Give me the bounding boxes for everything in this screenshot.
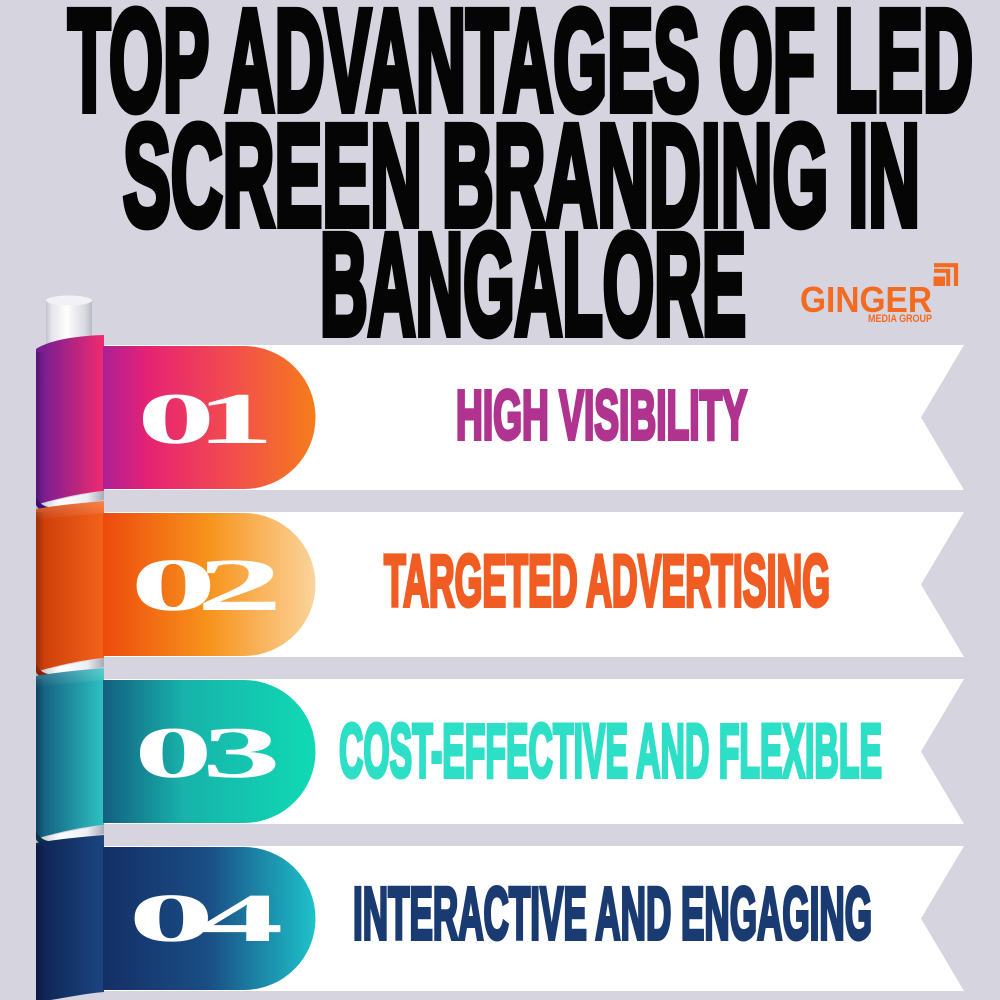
- svg-text:BANGALORE: BANGALORE: [320, 204, 746, 365]
- svg-text:SCREEN BRANDING IN: SCREEN BRANDING IN: [123, 95, 920, 256]
- svg-text:HIGH VISIBILITY: HIGH VISIBILITY: [456, 376, 747, 454]
- svg-text:02: 02: [130, 544, 277, 627]
- svg-text:MEDIA GROUP: MEDIA GROUP: [868, 313, 932, 325]
- svg-text:TOP ADVANTAGES OF LED: TOP ADVANTAGES OF LED: [68, 0, 973, 141]
- svg-text:TARGETED ADVERTISING: TARGETED ADVERTISING: [384, 541, 830, 622]
- svg-text:GINGER: GINGER: [800, 279, 932, 320]
- svg-text:04: 04: [128, 880, 282, 956]
- svg-text:INTERACTIVE AND ENGAGING: INTERACTIVE AND ENGAGING: [353, 872, 872, 955]
- svg-text:01: 01: [137, 378, 267, 459]
- svg-text:COST-EFFECTIVE AND FLEXIBLE: COST-EFFECTIVE AND FLEXIBLE: [339, 709, 882, 794]
- svg-text:03: 03: [134, 712, 275, 793]
